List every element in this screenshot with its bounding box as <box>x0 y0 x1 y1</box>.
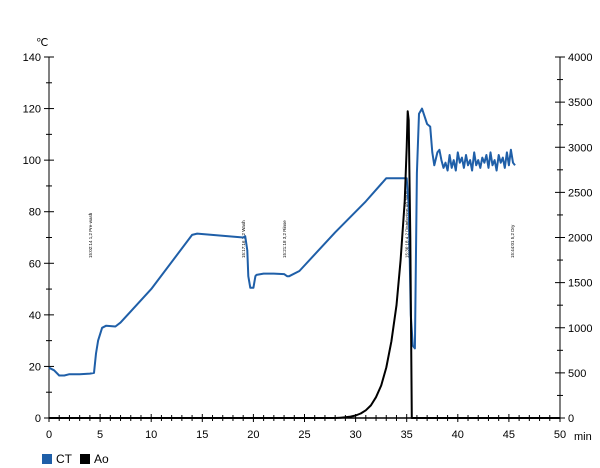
legend-swatch-ct <box>42 454 52 464</box>
y-right-tick-label: 0 <box>568 413 574 425</box>
y-left-tick-label: 80 <box>29 207 41 219</box>
x-tick-label: 35 <box>401 429 413 441</box>
y-left-tick-label: 0 <box>35 413 41 425</box>
y-right-tick-label: 4000 <box>568 52 592 64</box>
x-tick-label: 40 <box>452 429 464 441</box>
legend-swatch-ao <box>80 454 90 464</box>
y-left-tick-label: 20 <box>29 361 41 373</box>
axes <box>48 57 561 419</box>
y-left-tick-label: 120 <box>23 104 41 116</box>
y-right-tick-label: 1000 <box>568 323 592 335</box>
y-left-tick-label: 100 <box>23 155 41 167</box>
y-left-tick-label: 40 <box>29 310 41 322</box>
x-tick-label: 25 <box>298 429 310 441</box>
y-left-unit-label: ℃ <box>36 37 48 49</box>
legend-item-ct: CT <box>42 452 72 466</box>
x-unit-label: min <box>574 431 592 443</box>
y-right-tick-label: 3000 <box>568 142 592 154</box>
y-right-tick-label: 500 <box>568 368 586 380</box>
annotation-label: 15:36:18 4,2 Disinfection A0 3000 <box>405 190 410 258</box>
legend-label-ct: CT <box>56 452 72 466</box>
x-tick-label: 5 <box>97 429 103 441</box>
annotation-label: 15:44:01 5,2 Dry <box>510 224 515 258</box>
x-tick-label: 45 <box>503 429 515 441</box>
x-tick-label: 0 <box>46 429 52 441</box>
y-right-tick-label: 3500 <box>568 97 592 109</box>
y-right-tick-label: 2500 <box>568 187 592 199</box>
legend-label-ao: Ao <box>94 452 109 466</box>
series-line-ct <box>48 107 516 377</box>
series-line-ao <box>49 110 560 419</box>
x-tick-label: 30 <box>349 429 361 441</box>
right-axis-ticks: 0 500 1000 1500 2000 2500 3000 3500 4000 <box>555 52 592 425</box>
y-right-tick-label: 1500 <box>568 278 592 290</box>
x-tick-label: 10 <box>145 429 157 441</box>
annotations: 15:02:14 1,2 Pre-wash 15:17:16 3,2 Wash 15… <box>88 190 515 258</box>
x-tick-label: 15 <box>196 429 208 441</box>
y-left-tick-label: 60 <box>29 258 41 270</box>
y-left-tick-label: 140 <box>23 52 41 64</box>
annotation-label: 15:17:16 3,2 Wash <box>241 220 246 258</box>
legend: CT Ao <box>42 452 117 466</box>
annotation-label: 15:21:18 3,2 Rinse <box>282 220 287 258</box>
x-tick-label: 50 <box>554 429 566 441</box>
annotation-label: 15:02:14 1,2 Pre-wash <box>88 212 93 258</box>
x-tick-label: 20 <box>247 429 259 441</box>
series-layer <box>48 107 560 419</box>
legend-item-ao: Ao <box>80 452 109 466</box>
left-axis-ticks: 0 20 40 60 80 100 120 140 <box>23 52 54 425</box>
y-right-tick-label: 2000 <box>568 233 592 245</box>
